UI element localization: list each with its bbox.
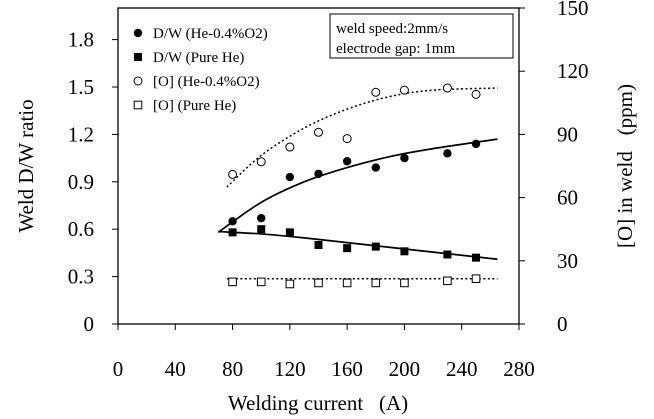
y-left-tick-label: 0.6 — [68, 217, 94, 241]
point-o-he-0-4-o2 — [399, 85, 409, 95]
x-axis-title: Welding current (A) — [228, 391, 408, 415]
y-left-tick-label: 0.9 — [68, 170, 94, 194]
point-o-pure-he — [371, 278, 381, 288]
point-o-pure-he — [285, 279, 295, 289]
point-o-pure-he — [443, 276, 452, 286]
point-d-w-he-0-4-o2 — [257, 213, 266, 223]
y-axis-right-title: [O] in weld (ppm) — [613, 84, 637, 248]
point-d-w-he-0-4-o2 — [285, 172, 295, 182]
legend-label-o-he-0-4-o2: [O] (He-0.4%O2) — [153, 74, 260, 90]
point-o-he-0-4-o2 — [442, 83, 452, 93]
point-d-w-pure-he — [472, 253, 481, 262]
legend-marker-d-w-pure-he — [134, 53, 142, 61]
point-o-he-0-4-o2 — [371, 87, 381, 97]
point-o-pure-he — [256, 277, 266, 287]
fit-curve-o-he-0-4-o2 — [226, 87, 498, 188]
x-tick-label: 0 — [113, 357, 124, 381]
y-left-tick-label: 1.5 — [68, 75, 94, 99]
point-o-he-0-4-o2 — [228, 169, 238, 179]
data-markers-layer — [228, 83, 481, 289]
annotation-line-1: weld speed:2mm/s — [336, 21, 448, 37]
point-d-w-he-0-4-o2 — [471, 139, 481, 149]
y-left-tick-label: 1.2 — [68, 122, 94, 146]
legend-marker-d-w-he-0-4-o2 — [133, 28, 143, 38]
x-tick-label: 120 — [274, 357, 306, 381]
legend-marker-o-he-0-4-o2 — [133, 76, 143, 86]
point-d-w-pure-he — [257, 225, 266, 234]
y-right-tick-label: 0 — [557, 312, 568, 336]
point-d-w-pure-he — [228, 228, 237, 237]
point-d-w-pure-he — [343, 244, 352, 253]
point-d-w-pure-he — [285, 228, 294, 237]
point-d-w-pure-he — [314, 241, 323, 249]
y-right-tick-label: 60 — [557, 186, 578, 210]
point-o-he-0-4-o2 — [285, 142, 295, 152]
fit-curve-d-w-pure-he — [218, 230, 498, 261]
point-d-w-he-0-4-o2 — [228, 217, 237, 226]
point-o-he-0-4-o2 — [471, 89, 481, 99]
y-left-tick-label: 0 — [84, 312, 95, 336]
x-tick-label: 200 — [389, 357, 421, 381]
point-o-pure-he — [342, 278, 352, 288]
legend-label-o-pure-he: [O] (Pure He) — [153, 98, 236, 114]
point-o-he-0-4-o2 — [314, 127, 323, 137]
ticks-layer: 0 40 80 120 160 200 240 280 0 0.3 0.6 0.9 1.2 1.5 1.8 0… — [68, 0, 589, 381]
point-o-pure-he — [314, 278, 323, 288]
annotation-box: weld speed:2mm/s electrode gap: 1mm — [329, 13, 514, 59]
point-d-w-he-0-4-o2 — [400, 153, 409, 163]
y-left-tick-label: 0.3 — [68, 265, 94, 289]
point-o-pure-he — [228, 277, 237, 287]
point-o-he-0-4-o2 — [342, 134, 352, 144]
x-tick-label: 80 — [222, 357, 243, 381]
y-right-tick-label: 90 — [557, 122, 578, 146]
y-left-tick-label: 1.8 — [68, 28, 94, 52]
legend-label-d-w-pure-he: D/W (Pure He) — [153, 50, 244, 66]
plot-frame — [117, 7, 520, 325]
point-d-w-pure-he — [371, 242, 380, 251]
fit-curve-d-w-he-0-4-o2 — [217, 138, 498, 234]
annotation-line-2: electrode gap: 1mm — [336, 41, 455, 57]
legend-label-d-w-he-0-4-o2: D/W (He-0.4%O2) — [153, 26, 268, 42]
point-d-w-pure-he — [400, 247, 409, 256]
y-right-tick-label: 120 — [557, 59, 589, 83]
y-right-tick-label: 30 — [557, 249, 578, 273]
point-o-he-0-4-o2 — [256, 157, 266, 167]
point-o-pure-he — [471, 274, 481, 284]
point-d-w-pure-he — [443, 250, 452, 259]
legend-marker-o-pure-he — [133, 100, 143, 110]
annotation-frame — [329, 13, 514, 59]
y-right-tick-label: 150 — [557, 0, 589, 20]
point-o-pure-he — [400, 278, 409, 288]
fit-curves-layer — [217, 87, 498, 280]
point-d-w-he-0-4-o2 — [443, 149, 452, 158]
legend: D/W (He-0.4%O2) D/W (Pure He) [O] (He-0.4%… — [133, 26, 268, 114]
y-axis-left-title: Weld D/W ratio — [14, 99, 38, 232]
x-tick-label: 40 — [165, 357, 186, 381]
x-tick-label: 240 — [446, 357, 478, 381]
x-tick-label: 160 — [331, 357, 363, 381]
point-d-w-he-0-4-o2 — [342, 157, 352, 166]
point-d-w-he-0-4-o2 — [371, 163, 380, 172]
x-tick-label: 280 — [503, 357, 535, 381]
point-d-w-he-0-4-o2 — [314, 169, 323, 179]
